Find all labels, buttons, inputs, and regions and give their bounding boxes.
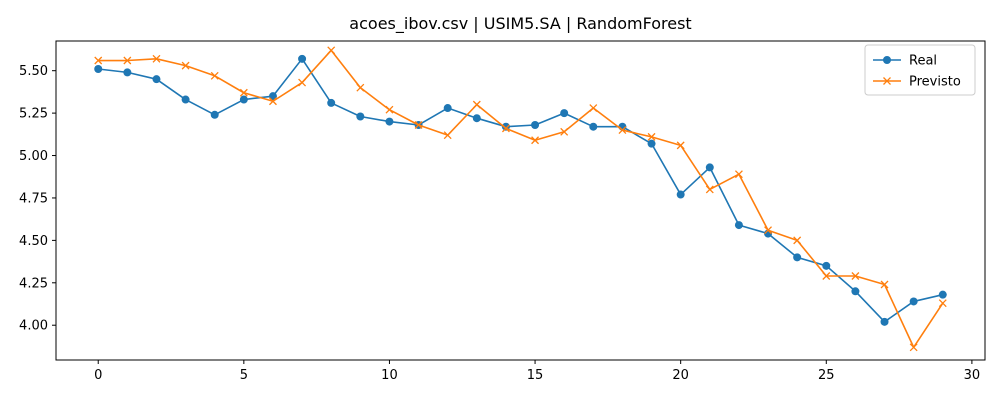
x-tick-label: 10 <box>381 368 398 383</box>
y-tick-label: 4.75 <box>19 191 48 206</box>
x-tick-label: 0 <box>94 368 102 383</box>
x-tick-label: 20 <box>672 368 689 383</box>
data-point-real <box>443 104 452 113</box>
chart-title: acoes_ibov.csv | USIM5.SA | RandomForest <box>349 14 691 34</box>
y-tick-label: 4.50 <box>19 234 48 249</box>
legend-marker-previsto <box>883 77 891 85</box>
data-point-real <box>94 64 103 73</box>
data-point-real <box>822 261 831 270</box>
data-point-previsto <box>705 185 714 194</box>
data-point-previsto <box>94 56 103 65</box>
legend-label-real: Real <box>909 54 937 69</box>
y-tick-label: 5.50 <box>19 64 48 79</box>
y-axis-ticks: 4.00 4.25 4.50 4.75 5.00 5.25 5.50 <box>19 64 56 334</box>
series-line-real <box>98 58 943 323</box>
data-point-previsto <box>909 343 918 352</box>
x-tick-label: 30 <box>964 368 981 383</box>
data-point-real <box>793 253 802 262</box>
y-tick-label: 5.25 <box>19 107 48 122</box>
data-point-real <box>734 221 743 230</box>
data-point-previsto <box>531 136 540 145</box>
x-axis-ticks: 0 5 10 15 20 25 30 <box>94 360 980 383</box>
data-point-previsto <box>239 88 248 97</box>
data-point-real <box>181 95 190 104</box>
data-point-real <box>210 110 219 119</box>
data-point-real <box>676 190 685 199</box>
data-point-previsto <box>938 299 947 308</box>
data-point-previsto <box>560 127 569 136</box>
data-point-real <box>152 75 161 84</box>
y-tick-label: 5.00 <box>19 149 48 164</box>
data-point-previsto <box>269 97 277 106</box>
data-point-previsto <box>822 272 831 280</box>
data-point-real <box>880 317 889 326</box>
data-point-previsto <box>880 280 889 289</box>
legend: Real Previsto <box>864 44 976 96</box>
data-point-real <box>909 297 918 306</box>
data-point-real <box>851 287 860 296</box>
data-point-previsto <box>327 46 336 55</box>
data-point-previsto <box>793 236 802 245</box>
legend-box <box>864 44 976 96</box>
data-point-real <box>647 139 656 148</box>
data-point-previsto <box>589 104 598 112</box>
series-real <box>94 54 947 326</box>
data-point-previsto <box>618 126 627 135</box>
x-tick-label: 25 <box>818 368 835 383</box>
x-tick-label: 15 <box>527 368 544 383</box>
data-point-real <box>298 54 307 63</box>
data-point-previsto <box>181 61 190 70</box>
data-point-previsto <box>443 131 452 140</box>
data-point-real <box>589 122 598 131</box>
data-point-previsto <box>414 121 423 129</box>
data-point-real <box>938 290 947 299</box>
data-point-previsto <box>676 141 685 150</box>
data-point-real <box>268 92 277 101</box>
y-tick-label: 4.25 <box>19 276 48 291</box>
data-point-previsto <box>647 132 656 141</box>
data-point-real <box>356 112 365 121</box>
data-point-previsto <box>152 54 161 63</box>
x-tick-label: 5 <box>240 368 248 383</box>
data-point-real <box>472 114 481 123</box>
data-point-previsto <box>298 78 307 87</box>
data-point-previsto <box>764 226 772 235</box>
data-point-real <box>385 117 394 126</box>
data-point-previsto <box>385 105 394 114</box>
plot-frame <box>55 40 986 361</box>
series-previsto <box>94 46 947 352</box>
data-point-previsto <box>734 170 743 179</box>
legend-marker-real <box>883 56 891 64</box>
data-point-previsto <box>501 124 510 133</box>
data-point-previsto <box>210 71 219 80</box>
data-point-previsto <box>851 272 860 280</box>
data-point-real <box>560 109 569 118</box>
legend-label-previsto: Previsto <box>909 75 961 90</box>
series-line-previsto <box>98 49 944 349</box>
data-point-real <box>531 120 540 129</box>
data-point-previsto <box>472 100 481 109</box>
data-point-real <box>705 163 714 172</box>
series-layer <box>94 46 947 352</box>
data-point-real <box>239 95 248 104</box>
data-point-real <box>327 98 336 107</box>
y-tick-label: 4.00 <box>19 319 48 334</box>
data-point-previsto <box>123 56 132 65</box>
data-point-previsto <box>356 83 365 92</box>
data-point-real <box>123 68 132 77</box>
